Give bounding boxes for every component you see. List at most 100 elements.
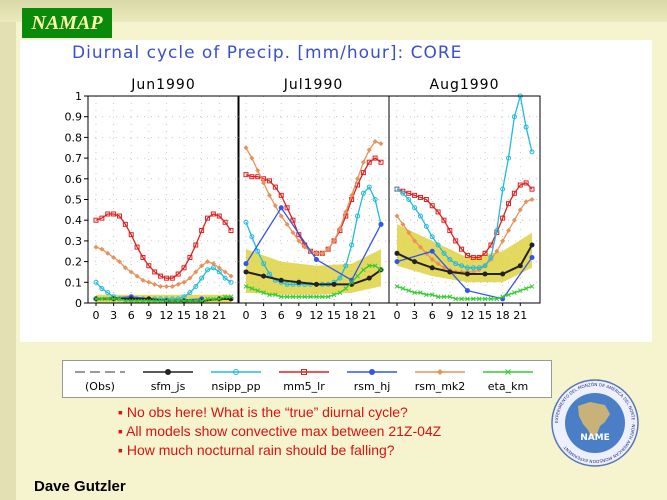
point-rsm_mk2 <box>412 238 418 244</box>
x-tick-label: 12 <box>159 309 173 322</box>
x-tick-label: 12 <box>309 309 323 322</box>
panel-title: Jun1990 <box>130 77 196 93</box>
point-eta_km <box>193 298 199 304</box>
point-eta_km <box>406 288 412 293</box>
point-mm5_lr <box>152 269 158 275</box>
legend-label: mm5_lr <box>283 380 325 393</box>
x-tick-label: 15 <box>478 309 492 322</box>
point-eta_km <box>99 296 105 302</box>
legend-label: sfm_js <box>151 380 186 393</box>
point-eta_km <box>517 288 523 293</box>
point-mm5_lr <box>459 246 465 252</box>
point-eta_km <box>272 292 278 298</box>
x-tick-label: 21 <box>513 309 527 322</box>
legend-marker <box>233 369 239 375</box>
point-mm5_lr <box>488 242 494 248</box>
point-nsipp_pp <box>205 267 211 273</box>
point-rsm_hj <box>378 221 384 227</box>
point-eta_km <box>169 298 175 304</box>
legend-marker <box>437 369 443 375</box>
point-nsipp_pp <box>216 269 222 275</box>
point-eta_km <box>211 296 216 302</box>
point-eta_km <box>441 294 447 300</box>
point-mm5_lr <box>290 217 296 223</box>
point-eta_km <box>361 267 366 273</box>
point-nsipp_pp <box>529 149 535 155</box>
point-mm5_lr <box>266 178 272 184</box>
point-rsm_hj <box>313 257 319 263</box>
point-nsipp_pp <box>249 234 255 240</box>
x-tick-label: 0 <box>243 309 250 322</box>
point-mm5_lr <box>500 215 506 221</box>
legend-label: rsm_mk2 <box>415 380 466 393</box>
point-sfm_js <box>447 269 453 275</box>
point-eta_km <box>105 296 111 302</box>
point-nsipp_pp <box>453 261 459 267</box>
point-eta_km <box>117 296 122 302</box>
x-tick-label: 6 <box>128 309 135 322</box>
author-name: Dave Gutzler <box>34 478 126 495</box>
point-rsm_mk2 <box>163 283 169 289</box>
point-eta_km <box>187 298 193 304</box>
point-sfm_js <box>313 281 319 287</box>
legend-marker <box>301 369 307 375</box>
point-rsm_mk2 <box>111 254 117 260</box>
point-nsipp_pp <box>228 279 234 285</box>
y-tick-label: 0 <box>75 297 82 310</box>
point-nsipp_pp <box>429 234 435 240</box>
point-sfm_js <box>394 250 400 256</box>
point-mm5_lr <box>193 242 199 248</box>
point-mm5_lr <box>169 275 175 281</box>
point-eta_km <box>205 296 210 302</box>
point-nsipp_pp <box>400 190 406 196</box>
panel-title: Aug1990 <box>430 77 500 93</box>
point-nsipp_pp <box>255 248 261 254</box>
panel-title: Jul1990 <box>283 77 344 93</box>
point-sfm_js <box>529 242 535 248</box>
point-nsipp_pp <box>417 213 423 219</box>
point-rsm_mk2 <box>470 269 476 275</box>
point-eta_km <box>506 292 511 298</box>
point-nsipp_pp <box>488 254 494 260</box>
point-eta_km <box>459 296 464 302</box>
point-rsm_mk2 <box>128 269 134 275</box>
point-nsipp_pp <box>261 261 267 267</box>
x-tick-label: 3 <box>260 309 267 322</box>
point-eta_km <box>93 296 99 302</box>
point-mm5_lr <box>453 238 459 244</box>
legend-marker <box>505 369 511 375</box>
point-mm5_lr <box>175 271 181 277</box>
point-rsm_mk2 <box>169 283 175 289</box>
point-mm5_lr <box>116 213 122 219</box>
point-nsipp_pp <box>459 263 465 269</box>
point-rsm_mk2 <box>193 269 199 275</box>
point-eta_km <box>372 263 378 269</box>
y-tick-label: 0.6 <box>65 173 83 186</box>
point-rsm_mk2 <box>105 250 111 256</box>
point-eta_km <box>261 290 266 296</box>
point-rsm_mk2 <box>284 221 290 227</box>
point-rsm_mk2 <box>146 279 152 285</box>
point-rsm_mk2 <box>249 155 255 161</box>
point-nsipp_pp <box>470 265 476 271</box>
point-nsipp_pp <box>105 290 111 296</box>
point-nsipp_pp <box>511 114 517 120</box>
point-eta_km <box>164 298 169 304</box>
point-eta_km <box>412 290 417 296</box>
bullet-list: ▪ No obs here! What is the “true” diurna… <box>118 403 441 460</box>
point-rsm_hj <box>394 259 400 265</box>
point-sfm_js <box>517 263 523 269</box>
point-mm5_lr <box>511 190 517 196</box>
point-nsipp_pp <box>343 263 349 269</box>
point-sfm_js <box>412 259 418 265</box>
point-rsm_mk2 <box>400 221 406 227</box>
point-mm5_lr <box>205 215 211 221</box>
point-rsm_mk2 <box>93 244 99 250</box>
point-mm5_lr <box>284 205 290 211</box>
point-rsm_mk2 <box>313 250 319 256</box>
point-eta_km <box>128 298 134 304</box>
point-mm5_lr <box>470 254 476 260</box>
point-mm5_lr <box>93 217 99 223</box>
point-eta_km <box>302 294 308 300</box>
x-tick-label: 15 <box>177 309 191 322</box>
